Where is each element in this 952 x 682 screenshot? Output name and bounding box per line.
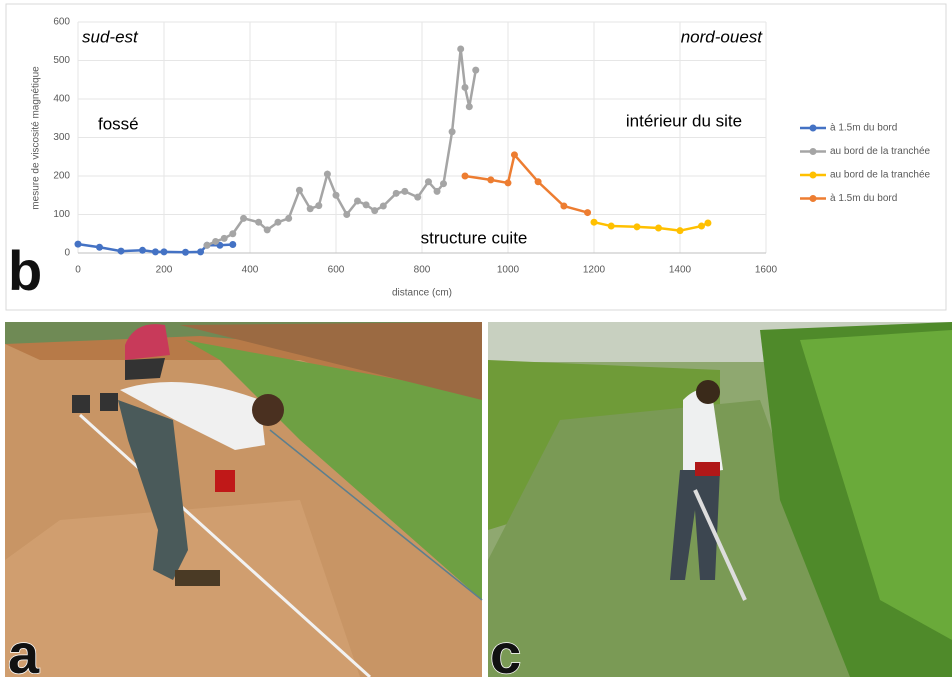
annotation: intérieur du site bbox=[626, 111, 742, 130]
data-point bbox=[139, 246, 146, 254]
y-axis-label: mesure de viscosité magnétique bbox=[31, 66, 42, 210]
data-point bbox=[414, 193, 422, 201]
data-point bbox=[371, 207, 379, 215]
x-tick-label: 400 bbox=[242, 265, 259, 276]
data-point bbox=[590, 218, 598, 226]
x-tick-label: 1600 bbox=[755, 265, 778, 276]
chart-frame bbox=[5, 3, 947, 311]
data-point bbox=[240, 214, 248, 222]
data-point bbox=[676, 227, 684, 235]
data-point bbox=[560, 202, 568, 210]
legend-label: au bord de la tranchée bbox=[830, 170, 931, 181]
data-point bbox=[117, 247, 125, 255]
data-point bbox=[285, 214, 293, 222]
data-point bbox=[203, 241, 211, 249]
data-point bbox=[295, 186, 303, 194]
annotation: fossé bbox=[98, 114, 139, 133]
data-point bbox=[472, 66, 480, 74]
data-point bbox=[323, 170, 331, 178]
data-point bbox=[197, 248, 205, 256]
data-point bbox=[392, 189, 400, 197]
data-point bbox=[465, 103, 473, 111]
x-tick-label: 800 bbox=[414, 265, 431, 276]
data-point bbox=[354, 197, 361, 205]
annotation: sud-est bbox=[82, 27, 139, 46]
data-point bbox=[607, 222, 615, 230]
data-point bbox=[584, 209, 592, 217]
x-tick-label: 1400 bbox=[669, 265, 692, 276]
data-point bbox=[487, 176, 495, 184]
data-point bbox=[229, 230, 237, 238]
panel-label: b bbox=[8, 239, 42, 302]
legend-label: à 1.5m du bord bbox=[830, 123, 897, 134]
data-point bbox=[182, 248, 189, 256]
data-point bbox=[315, 202, 323, 210]
data-point bbox=[457, 45, 465, 53]
annotation: structure cuite bbox=[421, 228, 528, 247]
data-point bbox=[401, 187, 409, 195]
y-tick-label: 500 bbox=[53, 55, 70, 66]
legend-swatch bbox=[809, 195, 817, 202]
legend-swatch bbox=[809, 124, 817, 132]
data-point bbox=[461, 83, 469, 91]
data-point bbox=[263, 226, 271, 234]
y-tick-label: 600 bbox=[53, 17, 70, 28]
data-point bbox=[448, 128, 456, 136]
x-tick-label: 1000 bbox=[497, 265, 520, 276]
data-point bbox=[220, 234, 228, 242]
data-point bbox=[534, 178, 542, 186]
y-tick-label: 0 bbox=[64, 248, 70, 259]
legend-label: au bord de la tranchée bbox=[830, 146, 931, 157]
x-tick-label: 1200 bbox=[583, 265, 606, 276]
data-point bbox=[440, 180, 447, 188]
panel-label: c bbox=[490, 622, 521, 677]
data-point bbox=[510, 151, 518, 159]
x-tick-label: 200 bbox=[156, 265, 173, 276]
x-axis-label: distance (cm) bbox=[392, 288, 452, 299]
data-point bbox=[74, 240, 82, 248]
data-point bbox=[633, 223, 641, 231]
y-tick-label: 100 bbox=[53, 209, 70, 220]
y-tick-label: 200 bbox=[53, 171, 70, 182]
data-point bbox=[274, 218, 282, 226]
data-point bbox=[704, 219, 712, 227]
data-point bbox=[306, 205, 314, 213]
data-point bbox=[151, 248, 159, 256]
data-point bbox=[424, 178, 432, 186]
legend-swatch bbox=[809, 171, 817, 179]
annotation: nord-ouest bbox=[681, 27, 764, 46]
data-point bbox=[96, 243, 103, 251]
data-point bbox=[379, 202, 387, 210]
data-point bbox=[255, 218, 263, 226]
panel-label: a bbox=[8, 622, 40, 677]
data-point bbox=[332, 191, 340, 199]
data-point bbox=[229, 241, 237, 249]
y-tick-label: 400 bbox=[53, 94, 70, 105]
data-point bbox=[433, 187, 441, 195]
y-tick-label: 300 bbox=[53, 132, 70, 143]
data-point bbox=[212, 237, 220, 245]
data-point bbox=[343, 211, 351, 218]
x-tick-label: 0 bbox=[75, 265, 81, 276]
data-point bbox=[698, 222, 705, 230]
legend-label: à 1.5m du bord bbox=[830, 193, 897, 204]
data-point bbox=[160, 248, 168, 256]
data-point bbox=[504, 179, 512, 187]
x-tick-label: 600 bbox=[328, 265, 345, 276]
photo-c bbox=[488, 322, 952, 677]
data-point bbox=[655, 224, 662, 232]
data-point bbox=[362, 201, 370, 209]
photo-a bbox=[5, 322, 483, 679]
data-point bbox=[461, 172, 469, 180]
legend-swatch bbox=[809, 148, 817, 155]
